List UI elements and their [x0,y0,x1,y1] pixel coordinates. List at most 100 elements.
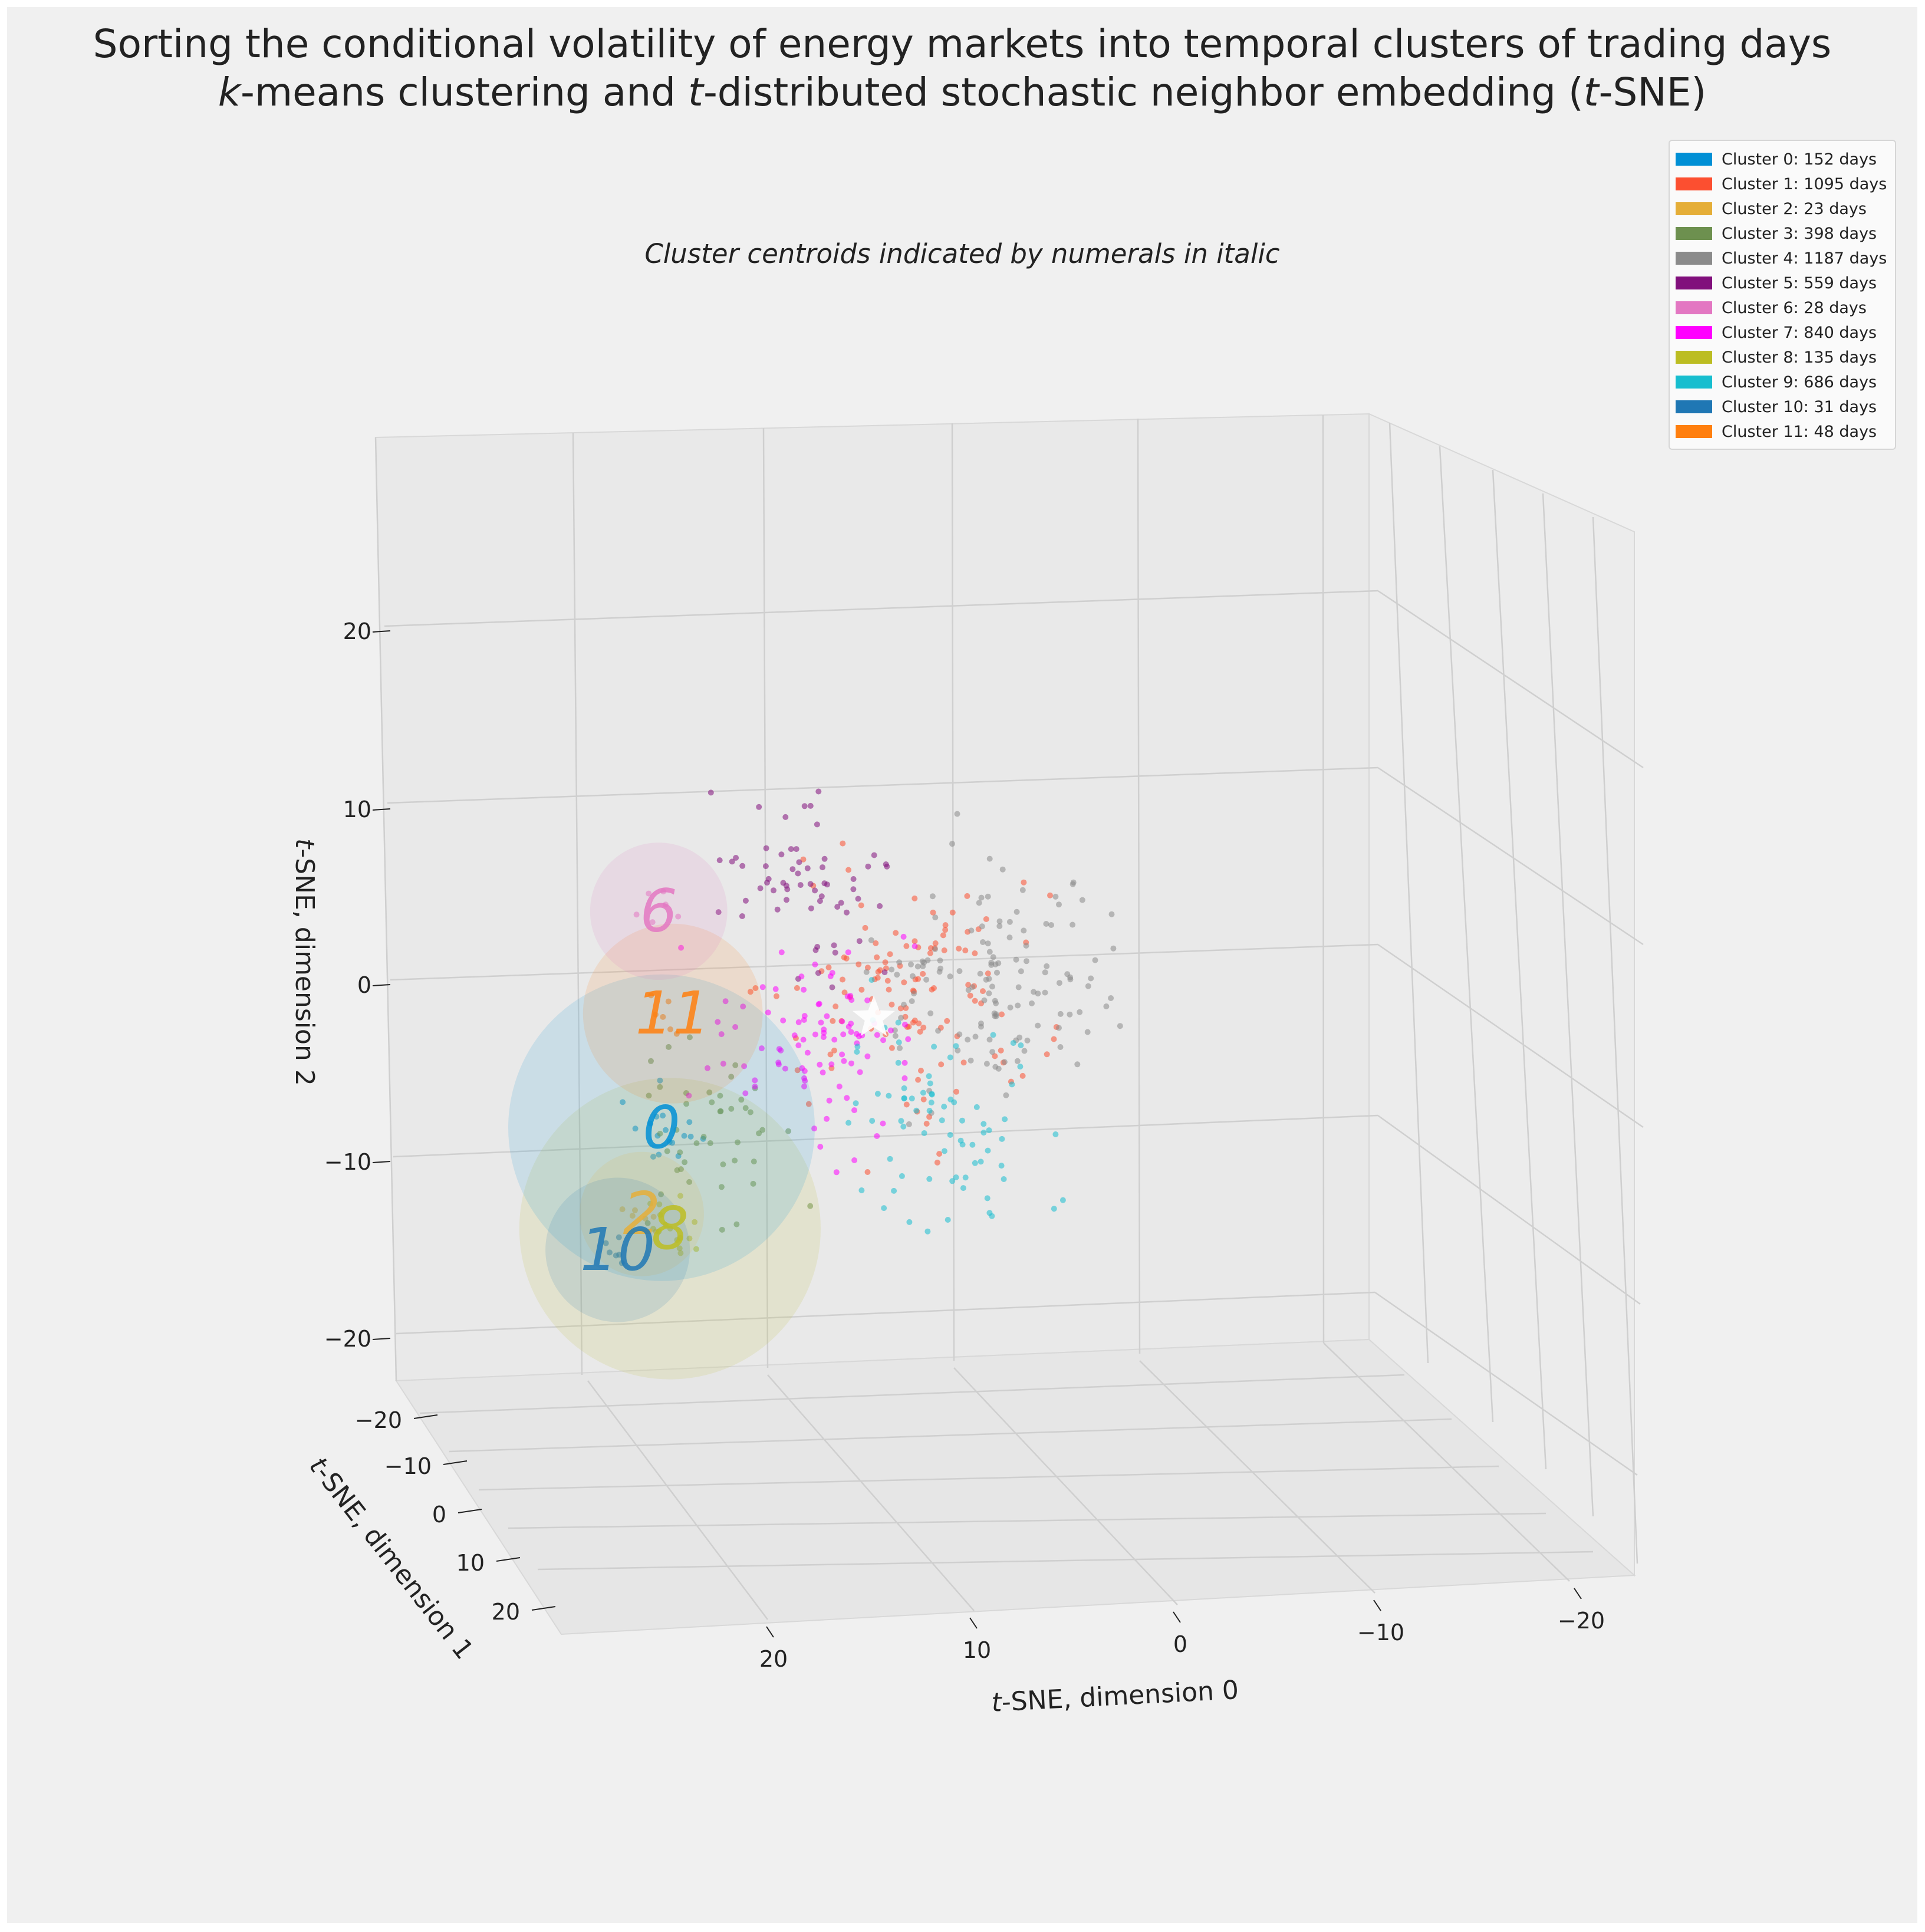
tick-label: 0 [432,1502,446,1528]
data-point [1001,1059,1008,1065]
data-point [941,947,947,953]
data-point [968,927,975,934]
legend-label: Cluster 8: 135 days [1722,348,1877,367]
data-point [942,922,949,929]
data-point [932,914,939,921]
data-point [985,970,991,977]
data-point [1051,1206,1057,1212]
title-line-1: Sorting the conditional volatility of en… [93,21,1832,67]
data-point [829,970,835,976]
centroid-numeral: 8 [651,1194,689,1263]
legend-swatch [1676,400,1712,413]
data-point [848,1029,854,1035]
data-point [854,1049,860,1055]
data-point [945,1217,951,1223]
data-point [1006,919,1013,925]
grid-line [1592,516,1638,1564]
data-point [805,1101,812,1107]
data-point [660,888,667,895]
data-point [1048,922,1054,928]
legend-swatch [1676,277,1712,289]
legend-swatch [1676,425,1712,438]
data-point [667,1225,673,1232]
data-point [901,1085,907,1091]
tick-mark [372,1338,391,1340]
data-point [940,932,946,939]
data-point [772,986,779,992]
data-point [677,1250,684,1256]
data-point [831,1036,838,1043]
data-point [874,954,880,960]
data-point [962,947,969,954]
legend-swatch [1676,351,1712,364]
data-point [799,1065,805,1071]
data-point [676,1245,683,1252]
legend-label: Cluster 11: 48 days [1722,422,1877,441]
data-point [632,1125,639,1132]
data-point [909,1095,915,1102]
data-point [666,1044,672,1050]
data-point [983,916,989,922]
data-point [650,1226,656,1232]
data-point [912,895,918,901]
data-point [840,976,845,983]
data-point [894,972,900,978]
data-point [817,1144,824,1150]
data-point [800,856,807,863]
data-point [774,993,779,999]
data-point [889,1001,895,1008]
data-point [960,1185,966,1192]
data-point [765,1009,771,1016]
data-point [886,986,892,993]
legend-swatch [1676,252,1712,265]
data-point [920,970,926,977]
tick-label: −10 [324,1149,371,1175]
data-point [900,933,907,940]
data-point [616,1234,622,1240]
data-point [855,961,862,967]
data-point [858,902,864,909]
data-point [649,919,656,926]
data-point [739,863,746,869]
data-point [999,1135,1005,1142]
data-point [733,1221,740,1227]
data-point [648,1058,654,1064]
data-point [875,969,881,975]
data-point [1007,1004,1013,1011]
data-point [718,1031,725,1038]
grid-line [384,590,1378,627]
data-point [801,986,807,993]
data-point [869,1118,876,1124]
data-point [985,940,991,947]
data-point [1051,1036,1057,1042]
data-point [717,1108,723,1115]
data-point [762,863,769,870]
data-point [1067,1011,1073,1018]
data-point [820,864,825,871]
tick-mark [496,1557,521,1562]
data-point [959,1117,965,1124]
data-point [884,977,891,984]
data-point [962,1174,969,1181]
legend-item: Cluster 7: 840 days [1676,320,1889,345]
grid-line [767,1374,975,1611]
data-point [673,1127,680,1133]
data-point [999,866,1006,873]
data-point [900,1123,907,1130]
data-point [807,802,814,809]
legend-swatch [1676,202,1712,215]
data-point [720,1061,726,1067]
data-point [812,961,818,967]
data-point [693,1246,699,1252]
data-point [752,1077,758,1084]
data-point [818,1019,824,1026]
legend-swatch [1676,376,1712,389]
data-point [751,1158,757,1165]
data-point [1013,909,1020,915]
data-point [863,969,870,975]
data-point [678,1166,684,1173]
data-point [865,863,871,870]
data-point [915,1077,922,1083]
data-point [647,1120,654,1127]
data-point [905,1036,912,1042]
